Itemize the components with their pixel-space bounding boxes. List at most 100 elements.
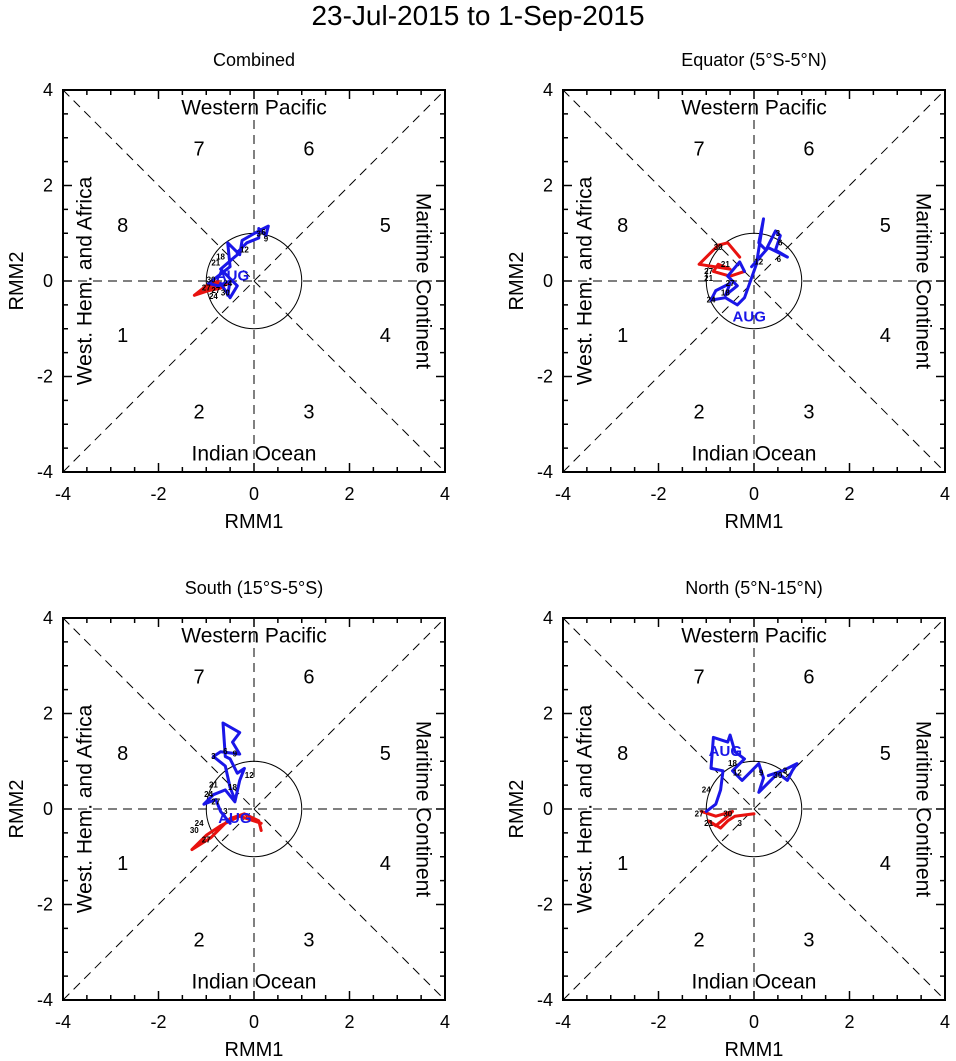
day-label: 24 bbox=[209, 292, 218, 301]
day-label: 21 bbox=[721, 260, 730, 269]
day-label: 27 bbox=[202, 836, 211, 845]
phase-number: 4 bbox=[380, 325, 391, 347]
day-label: 18 bbox=[216, 253, 225, 262]
phase-panel: North (5°N-15°N)-4 -2 0 2 4-4-2024RMM1RMM2We… bbox=[506, 578, 950, 1061]
x-tick-label: 0 bbox=[749, 484, 759, 504]
phase-number: 6 bbox=[803, 667, 814, 689]
month-label: AUG bbox=[709, 743, 742, 760]
y-tick-label: 4 bbox=[43, 80, 53, 100]
y-tick-label: -4 bbox=[537, 462, 553, 482]
x-axis-label: RMM1 bbox=[725, 1039, 784, 1061]
x-tick-label: -2 bbox=[650, 1012, 666, 1032]
day-label: 24 bbox=[204, 790, 213, 799]
day-label: 30 bbox=[723, 809, 732, 818]
unit-circle bbox=[205, 760, 303, 858]
trajectory-jul bbox=[190, 812, 263, 852]
y-axis-label: RMM2 bbox=[506, 252, 528, 311]
page-title: 23-Jul-2015 to 1-Sep-2015 bbox=[311, 0, 645, 31]
phase-number: 4 bbox=[880, 325, 891, 347]
x-tick-label: -4 bbox=[555, 1012, 571, 1032]
x-tick-label: 2 bbox=[844, 484, 854, 504]
x-tick-label: 2 bbox=[844, 1012, 854, 1032]
unit-circle bbox=[705, 232, 803, 330]
phase-divider-line bbox=[562, 617, 946, 1001]
trajectory-aug bbox=[207, 224, 270, 300]
phase-number: 5 bbox=[380, 743, 391, 765]
day-label: 18 bbox=[721, 288, 730, 297]
x-tick-label: -4 bbox=[55, 484, 71, 504]
day-label: 12 bbox=[245, 771, 254, 780]
day-label: 3 bbox=[783, 766, 788, 775]
day-label: 27 bbox=[726, 279, 735, 288]
x-tick-label: -2 bbox=[150, 484, 166, 504]
day-label: 3 bbox=[211, 752, 216, 761]
day-label: 27 bbox=[211, 286, 220, 295]
day-label: 30 bbox=[207, 276, 216, 285]
region-label-western-pacific: Western Pacific bbox=[681, 625, 827, 648]
phase-number: 8 bbox=[617, 215, 628, 237]
phase-number: 5 bbox=[380, 215, 391, 237]
phase-number: 2 bbox=[194, 929, 205, 951]
phase-number: 7 bbox=[694, 667, 705, 689]
phase-number: 1 bbox=[617, 325, 628, 347]
y-tick-label: 2 bbox=[43, 176, 53, 196]
day-label: 6 bbox=[777, 255, 782, 264]
day-label: 9 bbox=[264, 234, 269, 243]
x-tick-label: -2 bbox=[150, 1012, 166, 1032]
y-tick-label: 2 bbox=[543, 704, 553, 724]
region-label-maritime-continent: Maritime Continent bbox=[412, 721, 435, 897]
phase-number: 3 bbox=[803, 401, 814, 423]
phase-number: 8 bbox=[117, 743, 128, 765]
phase-number: 8 bbox=[117, 215, 128, 237]
phase-number: 5 bbox=[880, 743, 891, 765]
region-label-western-pacific: Western Pacific bbox=[181, 625, 327, 648]
y-tick-label: 0 bbox=[43, 271, 53, 291]
trajectory-aug bbox=[704, 733, 799, 813]
x-tick-label: 2 bbox=[344, 484, 354, 504]
day-label: 21 bbox=[704, 819, 713, 828]
region-label-west-hem-africa: West. Hem. and Africa bbox=[574, 704, 597, 913]
region-label-maritime-continent: Maritime Continent bbox=[412, 193, 435, 369]
day-label: 27 bbox=[211, 797, 220, 806]
region-label-western-pacific: Western Pacific bbox=[181, 97, 327, 120]
panel-title: Combined bbox=[213, 50, 295, 70]
phase-number: 3 bbox=[303, 401, 314, 423]
x-axis-label: RMM1 bbox=[225, 1039, 284, 1061]
y-tick-label: -2 bbox=[37, 895, 53, 915]
x-tick-label: -4 bbox=[55, 1012, 71, 1032]
phase-number: 8 bbox=[617, 743, 628, 765]
phase-number: 7 bbox=[194, 139, 205, 161]
phase-number: 2 bbox=[694, 401, 705, 423]
trajectory-aug bbox=[202, 721, 246, 825]
x-tick-label: -4 bbox=[555, 484, 571, 504]
day-label: 3 bbox=[737, 819, 742, 828]
y-tick-label: -4 bbox=[37, 462, 53, 482]
day-label: 27 bbox=[695, 809, 704, 818]
day-label: 27 bbox=[704, 267, 713, 276]
phase-divider-line bbox=[562, 89, 946, 473]
phase-number: 3 bbox=[803, 929, 814, 951]
trajectory-jul bbox=[697, 241, 746, 278]
day-label: 30 bbox=[190, 826, 199, 835]
y-tick-label: -4 bbox=[537, 990, 553, 1010]
phase-number: 1 bbox=[117, 853, 128, 875]
day-label: 6 bbox=[223, 747, 228, 756]
region-label-west-hem-africa: West. Hem. and Africa bbox=[74, 704, 97, 913]
x-tick-label: 4 bbox=[440, 484, 450, 504]
x-tick-label: 2 bbox=[344, 1012, 354, 1032]
y-tick-label: -2 bbox=[537, 895, 553, 915]
month-label: AUG bbox=[218, 810, 251, 827]
day-label: 3 bbox=[257, 230, 262, 239]
day-label: 6 bbox=[778, 238, 783, 247]
panel-title: Equator (5°S-5°N) bbox=[681, 50, 826, 70]
x-tick-label: 0 bbox=[249, 1012, 259, 1032]
phase-number: 4 bbox=[880, 853, 891, 875]
trajectory-jul bbox=[192, 279, 232, 297]
x-tick-label: 0 bbox=[749, 1012, 759, 1032]
x-tick-label: -2 bbox=[650, 484, 666, 504]
phase-number: 1 bbox=[117, 325, 128, 347]
y-tick-label: 4 bbox=[543, 80, 553, 100]
y-tick-label: 4 bbox=[543, 608, 553, 628]
day-label: 3 bbox=[776, 229, 781, 238]
